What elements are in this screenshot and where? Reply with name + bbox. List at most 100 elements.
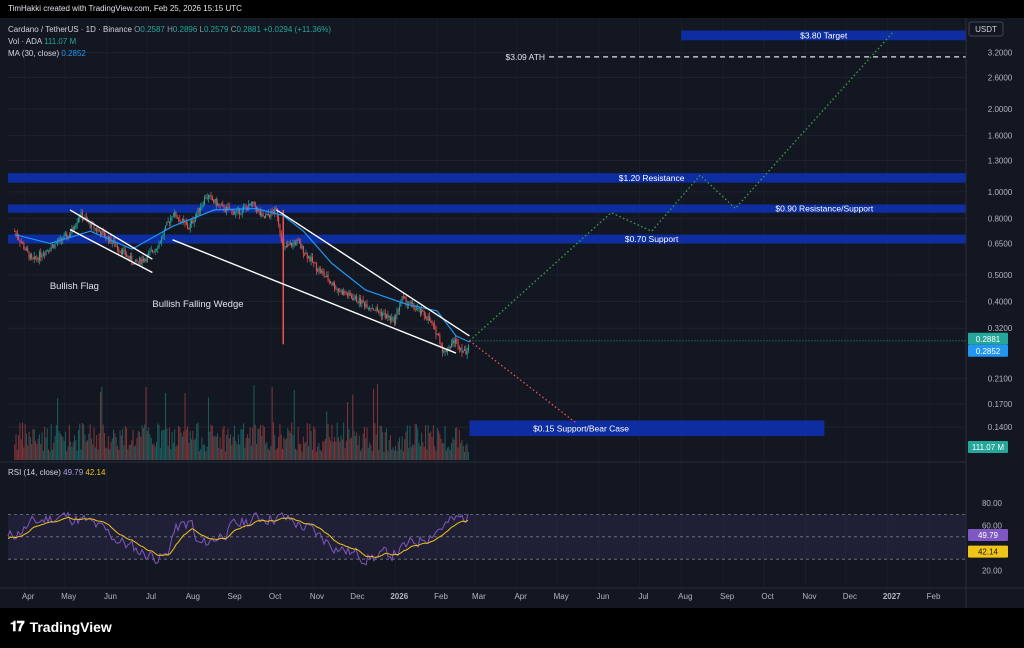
candle-body bbox=[278, 217, 280, 225]
pattern-line bbox=[69, 228, 153, 274]
volume-bar bbox=[451, 443, 453, 460]
volume-bar bbox=[291, 422, 293, 460]
candle-body bbox=[280, 232, 282, 242]
bear-scenario-path bbox=[469, 340, 577, 424]
volume-bar bbox=[122, 429, 124, 460]
volume-bar bbox=[44, 426, 46, 460]
candle-body bbox=[171, 216, 173, 218]
volume-bar bbox=[222, 428, 224, 460]
volume-bar bbox=[168, 427, 170, 460]
candle-body bbox=[204, 197, 206, 205]
candle-body bbox=[168, 221, 170, 223]
time-tick-label: Apr bbox=[514, 592, 527, 601]
volume-bar bbox=[109, 449, 111, 460]
volume-bar bbox=[257, 428, 259, 460]
volume-bar bbox=[379, 425, 381, 460]
volume-bar bbox=[85, 441, 87, 460]
candle-body bbox=[434, 324, 436, 327]
volume-bar bbox=[328, 436, 330, 460]
candle-body bbox=[54, 243, 56, 248]
volume-bar bbox=[352, 394, 354, 460]
pattern-line bbox=[69, 209, 153, 260]
chart-frame[interactable]: $1.20 Resistance $0.90 Resistance/Support… bbox=[0, 18, 1024, 608]
time-tick-label: Dec bbox=[843, 592, 857, 601]
volume-bar bbox=[292, 434, 294, 460]
volume-bar bbox=[145, 387, 147, 460]
volume-bar bbox=[14, 444, 16, 460]
candle-body bbox=[167, 221, 169, 223]
volume-bar bbox=[298, 444, 300, 460]
candle-body bbox=[440, 343, 442, 346]
volume-bar bbox=[231, 444, 233, 460]
candle-body bbox=[132, 262, 134, 265]
candle-body bbox=[467, 345, 469, 352]
candle-body bbox=[38, 252, 40, 261]
candle-body bbox=[174, 211, 176, 216]
candle-body bbox=[48, 250, 50, 252]
candle-body bbox=[426, 318, 428, 320]
candle-body bbox=[179, 219, 181, 223]
candle-body bbox=[369, 307, 371, 309]
candle-body bbox=[378, 310, 380, 313]
volume-bar bbox=[256, 444, 258, 460]
candle-body bbox=[75, 224, 77, 229]
candle-body bbox=[118, 248, 120, 251]
candle-body bbox=[100, 231, 102, 236]
volume-bar bbox=[176, 445, 178, 460]
volume-bar bbox=[154, 446, 156, 460]
candle-body bbox=[218, 203, 220, 205]
candle-body bbox=[215, 198, 217, 206]
volume-bar bbox=[366, 427, 368, 460]
candle-body bbox=[51, 244, 53, 247]
volume-bar bbox=[258, 428, 260, 460]
candle-body bbox=[224, 210, 226, 212]
volume-bar bbox=[402, 451, 404, 460]
volume-bar bbox=[63, 440, 65, 460]
volume-bar bbox=[192, 430, 194, 460]
volume-bar bbox=[353, 431, 355, 460]
volume-bar bbox=[391, 449, 393, 460]
zone-label: $0.90 Resistance/Support bbox=[775, 204, 873, 214]
candle-body bbox=[391, 317, 393, 321]
price-chart[interactable]: $1.20 Resistance $0.90 Resistance/Support… bbox=[0, 18, 1024, 608]
volume-bar bbox=[215, 436, 217, 460]
volume-bar bbox=[266, 441, 268, 460]
candle-body bbox=[451, 343, 453, 348]
zone-rect bbox=[681, 30, 966, 41]
volume-bar bbox=[461, 440, 463, 460]
volume-bar bbox=[314, 428, 316, 460]
candle-body bbox=[103, 232, 105, 238]
volume-bar bbox=[313, 426, 315, 460]
zone-label: $0.15 Support/Bear Case bbox=[533, 423, 629, 433]
candle-body bbox=[300, 243, 302, 249]
time-tick-label: Aug bbox=[186, 592, 200, 601]
candle-body bbox=[220, 204, 222, 206]
volume-bar bbox=[280, 434, 282, 460]
price-axis[interactable] bbox=[966, 18, 1024, 608]
candle-body bbox=[41, 255, 43, 258]
volume-bar bbox=[178, 425, 180, 460]
price-tick-label: 0.6500 bbox=[988, 239, 1013, 248]
currency-button[interactable] bbox=[968, 21, 1004, 37]
volume-bar bbox=[419, 446, 421, 460]
volume-bar bbox=[206, 446, 208, 460]
candle-body bbox=[462, 350, 464, 353]
candle-body bbox=[124, 249, 126, 256]
volume-bar bbox=[276, 448, 278, 460]
legend-symbol-row: Cardano / TetherUS · 1D · Binance O0.258… bbox=[8, 25, 331, 34]
candle-body bbox=[464, 348, 466, 351]
volume-bar bbox=[440, 438, 442, 460]
candle-body bbox=[461, 347, 463, 353]
candle-body bbox=[327, 275, 329, 281]
volume-bar bbox=[126, 428, 128, 460]
volume-bar bbox=[393, 450, 395, 460]
volume-bar bbox=[129, 444, 131, 460]
price-tick-label: 1.6000 bbox=[988, 132, 1013, 141]
volume-bar bbox=[211, 425, 213, 460]
candle-body bbox=[141, 258, 143, 264]
candle-body bbox=[259, 211, 261, 216]
zone-label: $3.80 Target bbox=[800, 30, 848, 40]
volume-bar bbox=[267, 448, 269, 460]
volume-bar bbox=[409, 425, 411, 460]
legend-ohlc-value: 0.2896 bbox=[172, 25, 198, 34]
